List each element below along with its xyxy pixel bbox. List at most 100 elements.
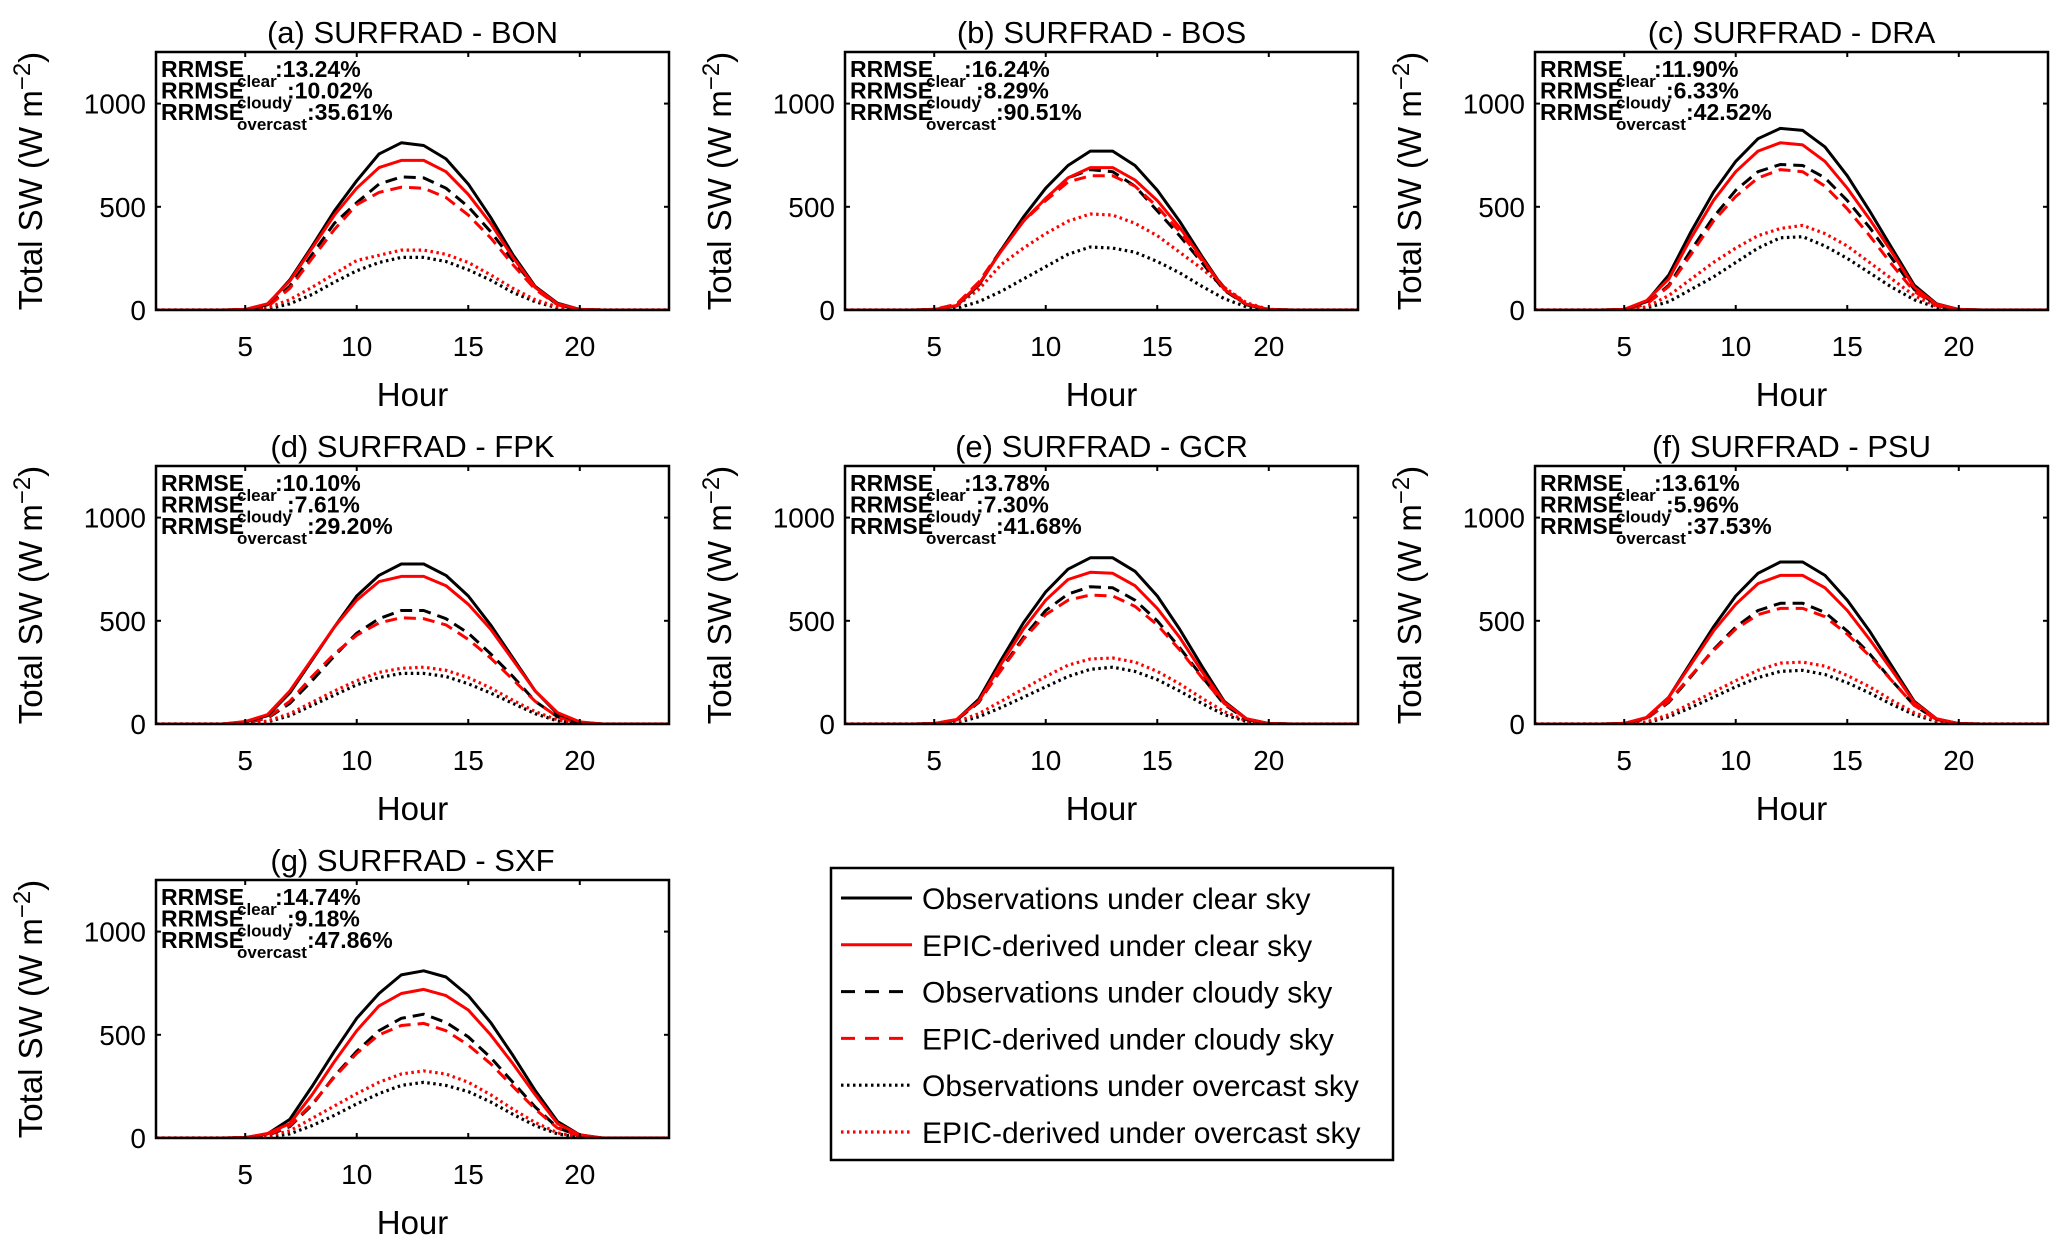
panel-title: (a) SURFRAD - BON	[267, 15, 558, 50]
y-axis-label-close: )	[701, 466, 738, 477]
series-obs-cloudy-line	[156, 175, 669, 310]
y-axis-label: Total SW (W m−2)	[698, 466, 738, 724]
x-tick-label: 20	[1253, 331, 1284, 362]
y-axis-label-exponent: −2	[1388, 477, 1415, 504]
rrmse-subscript-overcast: overcast	[1616, 115, 1686, 134]
series-epic-cloudy-line	[1535, 606, 2048, 724]
series-epic-clear-line	[156, 987, 669, 1138]
panel-a: (a) SURFRAD - BON 5 10 15 20 0 500 1000 Hour Tota…	[9, 15, 671, 413]
y-axis-label: Total SW (W m−2)	[1388, 466, 1428, 724]
y-tick-label: 1000	[1463, 503, 1525, 534]
rrmse-value-overcast: :90.51%	[996, 99, 1082, 125]
series-obs-cloudy-line	[845, 585, 1358, 724]
y-axis-label-close: )	[12, 880, 49, 891]
x-tick-label: 20	[1253, 745, 1284, 776]
y-tick-label: 500	[788, 606, 835, 637]
rrmse-subscript-cloudy: cloudy	[1616, 508, 1671, 527]
x-tick-label: 15	[453, 1159, 484, 1190]
y-axis-label-exponent: −2	[1388, 63, 1415, 90]
rrmse-label: RRMSE	[161, 906, 244, 932]
rrmse-label: RRMSE	[1540, 492, 1623, 518]
panel-title: (f) SURFRAD - PSU	[1652, 429, 1931, 464]
series-epic-overcast-line	[156, 665, 669, 724]
legend-item-obs-cloudy: Observations under cloudy sky	[841, 977, 1332, 1010]
y-axis-label-exponent: −2	[9, 477, 36, 504]
y-axis-label-close: )	[12, 466, 49, 477]
y-tick-label: 0	[130, 709, 146, 740]
series-obs-cloudy-line	[1535, 163, 2048, 310]
series-epic-cloudy-line	[156, 1021, 669, 1138]
series-obs-overcast-line	[1535, 235, 2048, 310]
x-tick-label: 20	[564, 745, 595, 776]
series-epic-overcast-line	[845, 656, 1358, 724]
panel-b: (b) SURFRAD - BOS 5 10 15 20 0 500 1000 Hour Tota…	[698, 15, 1360, 413]
rrmse-label: RRMSE	[850, 99, 933, 125]
panel-title: (c) SURFRAD - DRA	[1648, 15, 1936, 50]
y-tick-label: 1000	[84, 503, 146, 534]
rrmse-label: RRMSE	[161, 927, 244, 953]
rrmse-label: RRMSE	[1540, 56, 1623, 82]
x-tick-label: 10	[341, 745, 372, 776]
x-tick-label: 10	[1720, 745, 1751, 776]
series-obs-clear-line	[1535, 126, 2048, 310]
series-group	[156, 141, 669, 310]
rrmse-subscript-cloudy: cloudy	[237, 922, 292, 941]
rrmse-label: RRMSE	[1540, 513, 1623, 539]
y-tick-label: 1000	[84, 917, 146, 948]
x-tick-label: 5	[237, 1159, 253, 1190]
y-tick-label: 500	[99, 192, 146, 223]
series-obs-overcast-line	[845, 245, 1358, 310]
rrmse-value-clear: :13.61%	[1654, 470, 1740, 496]
series-obs-overcast-line	[156, 255, 669, 310]
legend-label: Observations under overcast sky	[922, 1070, 1359, 1103]
y-tick-label: 0	[130, 295, 146, 326]
y-tick-label: 1000	[1463, 89, 1525, 120]
axes-box	[843, 464, 1360, 726]
y-tick-label: 1000	[773, 503, 835, 534]
rrmse-subscript-clear: clear	[237, 72, 277, 91]
series-obs-overcast-line	[1535, 668, 2048, 724]
legend-item-epic-clear: EPIC-derived under clear sky	[841, 930, 1312, 963]
rrmse-value-clear: :14.74%	[275, 884, 361, 910]
legend-item-epic-overcast: EPIC-derived under overcast sky	[841, 1117, 1361, 1150]
rrmse-value-cloudy: :10.02%	[287, 78, 373, 104]
legend-entries: Observations under clear sky EPIC-derived…	[841, 883, 1361, 1150]
rrmse-value-overcast: :37.53%	[1686, 513, 1772, 539]
y-tick-label: 0	[819, 295, 835, 326]
rrmse-value-overcast: :47.86%	[307, 927, 393, 953]
series-obs-clear-line	[156, 141, 669, 310]
rrmse-label: RRMSE	[850, 492, 933, 518]
y-axis-label: Total SW (W m−2)	[9, 52, 49, 310]
y-tick-label: 500	[99, 1020, 146, 1051]
series-group	[156, 969, 669, 1138]
x-tick-label: 5	[1616, 745, 1632, 776]
series-epic-cloudy-line	[156, 185, 669, 310]
rrmse-subscript-overcast: overcast	[237, 529, 307, 548]
series-epic-clear-line	[845, 166, 1358, 310]
rrmse-value-clear: :16.24%	[964, 56, 1050, 82]
x-tick-label: 15	[453, 331, 484, 362]
y-axis-label-close: )	[701, 52, 738, 63]
x-tick-label: 15	[1832, 745, 1863, 776]
y-tick-label: 500	[788, 192, 835, 223]
rrmse-subscript-overcast: overcast	[1616, 529, 1686, 548]
panel-g: (g) SURFRAD - SXF 5 10 15 20 0 500 1000 Hour Tota…	[9, 843, 671, 1241]
series-obs-clear-line	[156, 969, 669, 1138]
legend-box	[829, 866, 1395, 1162]
axes-box	[1533, 464, 2050, 726]
series-obs-cloudy-line	[1535, 601, 2048, 724]
rrmse-label: RRMSE	[1540, 470, 1623, 496]
rrmse-label: RRMSE	[850, 470, 933, 496]
rrmse-label: RRMSE	[850, 78, 933, 104]
x-tick-label: 5	[1616, 331, 1632, 362]
y-axis-label-exponent: −2	[9, 63, 36, 90]
series-epic-overcast-line	[1535, 223, 2048, 310]
axes-box	[154, 878, 671, 1140]
series-epic-overcast-line	[156, 248, 669, 310]
series-group	[1535, 126, 2048, 310]
series-obs-overcast-line	[845, 665, 1358, 724]
y-axis-label-close: )	[1391, 466, 1428, 477]
y-axis-label: Total SW (W m−2)	[9, 466, 49, 724]
rrmse-subscript-cloudy: cloudy	[926, 508, 981, 527]
